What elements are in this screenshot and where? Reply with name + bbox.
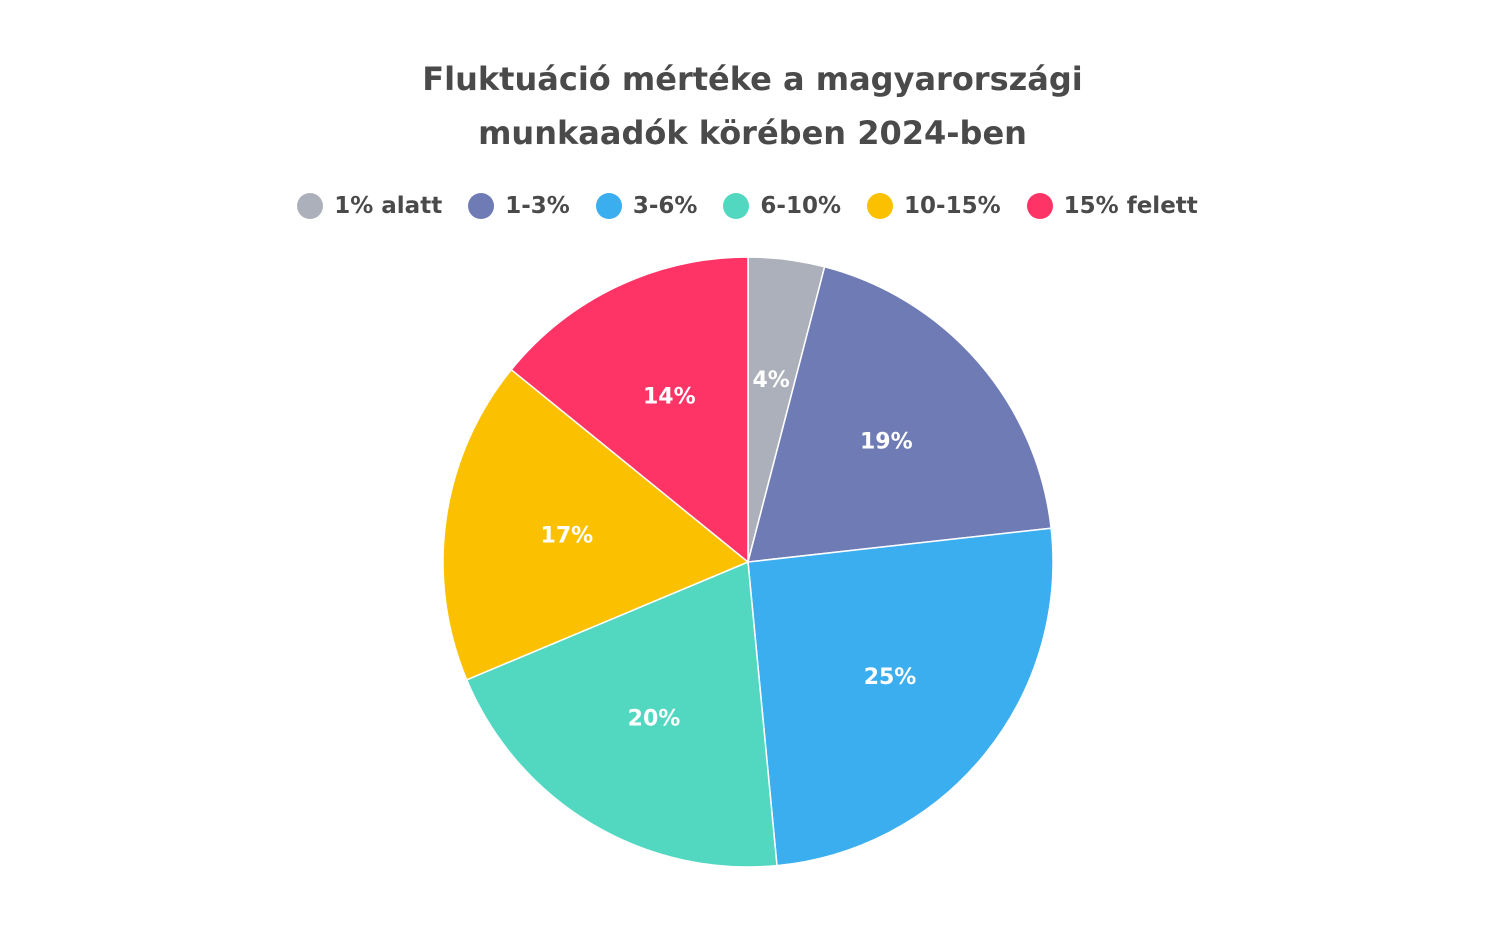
legend-label: 15% felett [1063, 193, 1198, 219]
legend-item-3-6pct[interactable]: 3-6% [595, 193, 698, 219]
legend-label: 1% alatt [334, 193, 443, 219]
chart-title-line-2: munkaadók körében 2024-ben [478, 114, 1027, 152]
legend-swatch [297, 193, 324, 219]
legend-item-6-10pct[interactable]: 6-10% [723, 193, 841, 219]
legend-item-1-3pct[interactable]: 1-3% [468, 193, 570, 219]
legend-item-1pct-alatt[interactable]: 1% alatt [297, 193, 442, 219]
legend-swatch [595, 193, 622, 219]
legend-label: 3-6% [632, 193, 698, 219]
legend-label: 6-10% [760, 193, 842, 219]
slice-value-label-1-3pct: 19% [860, 430, 913, 455]
legend-item-10-15pct[interactable]: 10-15% [867, 193, 1001, 219]
chart-title-line-1: Fluktuáció mértéke a magyarországi [422, 60, 1083, 98]
pie-slice-3-6pct[interactable] [747, 527, 1054, 867]
slice-value-label-10-15pct: 17% [541, 523, 594, 548]
pie-slice-10-15pct[interactable] [442, 368, 750, 681]
legend-swatch [468, 193, 495, 219]
legend-item-15pct-felett[interactable]: 15% felett [1026, 193, 1198, 219]
pie-slice-15pct-felett[interactable] [510, 256, 749, 564]
legend-label: 1-3% [505, 193, 570, 219]
legend-swatch [1026, 193, 1053, 219]
chart-legend: 1% alatt 1-3% 3-6% 6-10% 10-15% 15% fele… [0, 193, 1485, 219]
pie-slice-1-3pct[interactable] [747, 265, 1052, 563]
pie-slice-6-10pct[interactable] [465, 560, 778, 868]
legend-swatch [867, 193, 894, 219]
chart-title: Fluktuáció mértéke a magyarországi munka… [0, 52, 1485, 160]
legend-swatch [723, 193, 750, 219]
slice-value-label-15pct-felett: 14% [643, 384, 696, 409]
slice-value-label-1pct-alatt: 4% [752, 368, 789, 393]
slice-value-label-3-6pct: 25% [864, 665, 917, 690]
slice-value-label-6-10pct: 20% [628, 707, 681, 732]
legend-label: 10-15% [904, 193, 1001, 219]
